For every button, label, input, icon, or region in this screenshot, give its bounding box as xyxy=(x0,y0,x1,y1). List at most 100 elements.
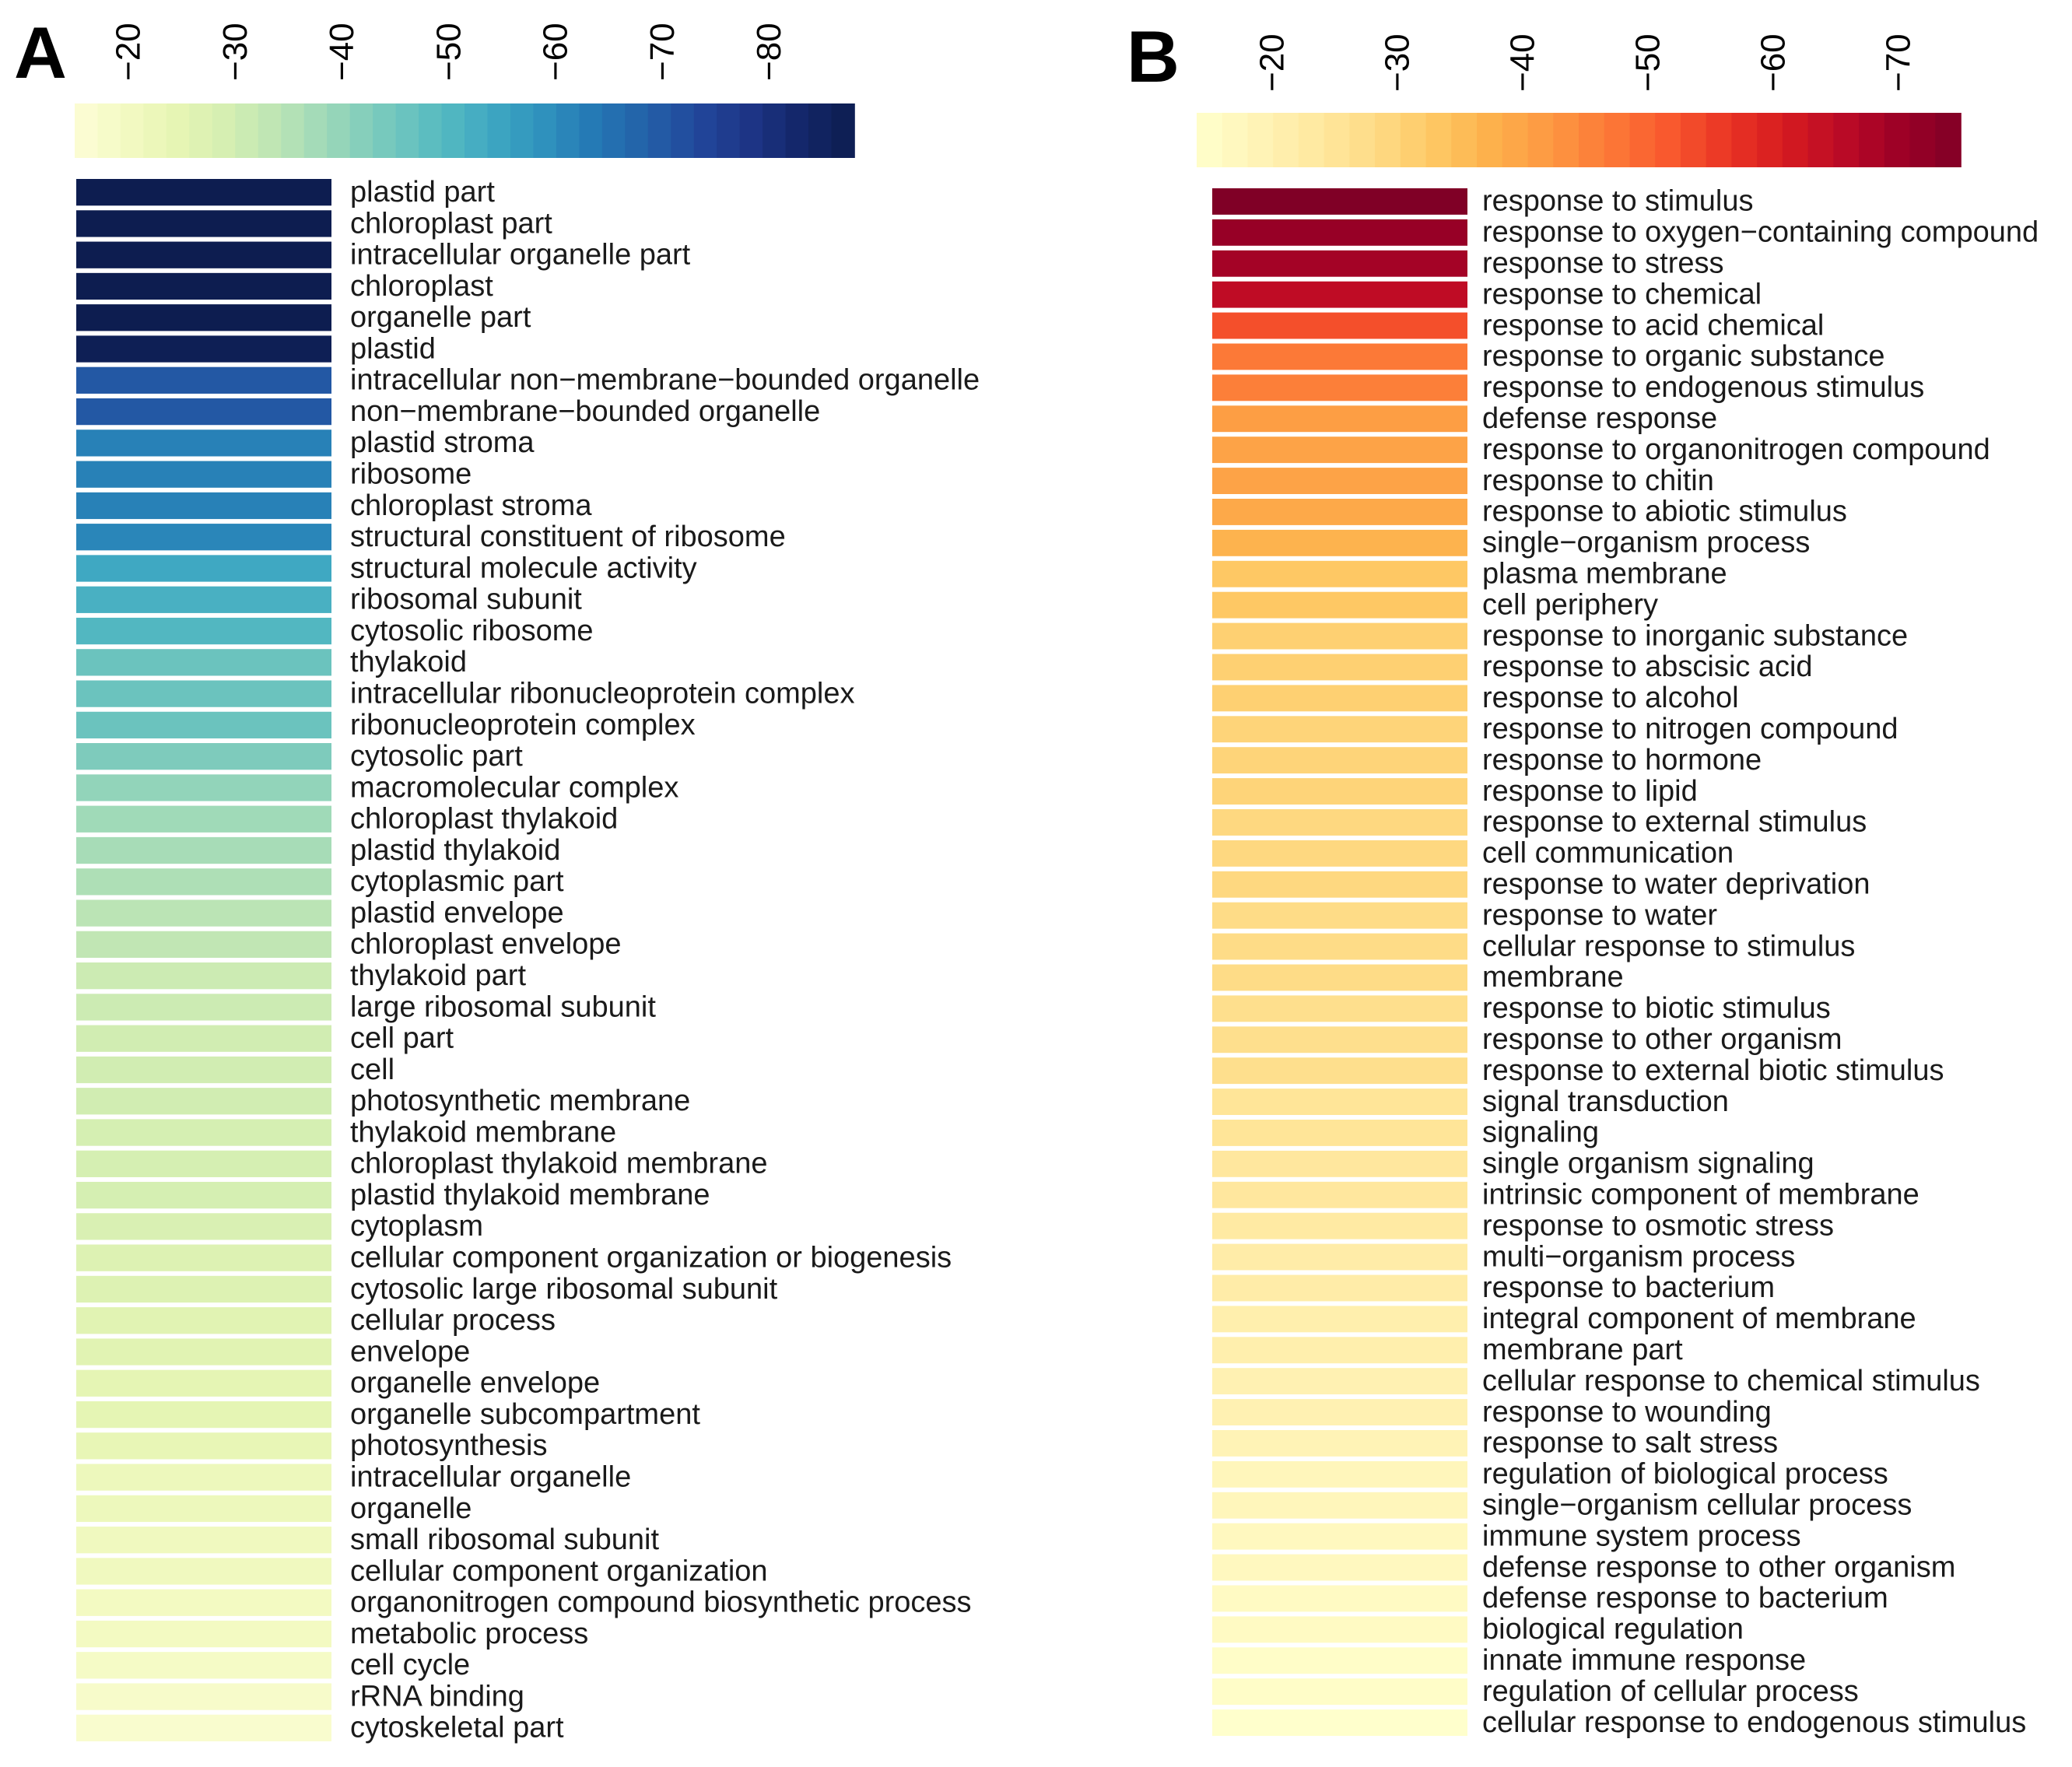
row-label: response to endogenous stimulus xyxy=(1482,371,1924,404)
legend-swatch xyxy=(1604,113,1631,167)
row-label: defense response to bacterium xyxy=(1482,1582,1888,1614)
row-label: non−membrane−bounded organelle xyxy=(350,395,820,428)
legend-swatch xyxy=(717,103,741,158)
heatmap-cell xyxy=(1212,1523,1467,1550)
heatmap-cell xyxy=(76,617,331,645)
heatmap-cell xyxy=(76,1150,331,1177)
legend-swatch xyxy=(1527,113,1555,167)
legend-swatch xyxy=(1935,113,1962,167)
row-label: cell periphery xyxy=(1482,588,1658,621)
heatmap-cell xyxy=(1212,343,1467,370)
row-label: cell part xyxy=(350,1022,454,1055)
row-label: cytoplasm xyxy=(350,1210,483,1243)
legend-tick-label: −20 xyxy=(1253,33,1292,92)
heatmap-cell xyxy=(1212,716,1467,743)
row-label: intracellular ribonucleoprotein complex xyxy=(350,677,854,710)
heatmap-cell xyxy=(76,868,331,896)
row-label: organelle envelope xyxy=(350,1367,600,1400)
heatmap-cell xyxy=(1212,591,1467,619)
heatmap-cell xyxy=(76,398,331,426)
row-label: response to organonitrogen compound xyxy=(1482,433,1990,466)
heatmap-cell xyxy=(1212,840,1467,867)
row-label: intracellular organelle part xyxy=(350,239,691,272)
row-label: cytosolic part xyxy=(350,740,523,773)
row-label: membrane xyxy=(1482,961,1624,994)
legend-swatch xyxy=(1375,113,1401,167)
legend-swatch xyxy=(785,103,809,158)
heatmap-cell xyxy=(76,555,331,582)
legend-swatch xyxy=(808,103,833,158)
heatmap-cell xyxy=(1212,281,1467,308)
row-label: response to oxygen−containing compound xyxy=(1482,216,2039,249)
heatmap-cell xyxy=(1212,405,1467,433)
row-label: organonitrogen compound biosynthetic pro… xyxy=(350,1586,972,1619)
heatmap-cell xyxy=(76,461,331,488)
row-label: rRNA binding xyxy=(350,1680,524,1713)
legend-swatch xyxy=(189,103,213,158)
legend-tick-label: −20 xyxy=(110,23,148,81)
legend-swatch xyxy=(235,103,259,158)
heatmap-cell xyxy=(1212,1212,1467,1239)
row-label: envelope xyxy=(350,1335,470,1368)
heatmap-cell xyxy=(76,272,331,300)
heatmap-cell xyxy=(1212,560,1467,587)
row-label: response to chitin xyxy=(1482,465,1714,497)
row-label: thylakoid membrane xyxy=(350,1116,616,1148)
heatmap-cell xyxy=(1212,1026,1467,1054)
heatmap-cell xyxy=(76,743,331,770)
row-label: defense response to other organism xyxy=(1482,1551,1955,1583)
legend-tick-label: −40 xyxy=(323,23,361,81)
row-label: intrinsic component of membrane xyxy=(1482,1179,1919,1211)
row-label: intracellular non−membrane−bounded organ… xyxy=(350,364,980,397)
row-label: regulation of cellular process xyxy=(1482,1675,1859,1708)
row-label: response to water deprivation xyxy=(1482,868,1870,901)
legend-swatch xyxy=(1629,113,1656,167)
row-label: chloroplast envelope xyxy=(350,928,622,961)
heatmap-cell xyxy=(1212,499,1467,525)
row-label: plastid xyxy=(350,332,436,365)
row-label: cellular response to stimulus xyxy=(1482,930,1855,962)
heatmap-cell xyxy=(76,1307,331,1334)
heatmap-cell xyxy=(76,586,331,613)
row-label: cellular component organization xyxy=(350,1555,768,1587)
row-label: biological regulation xyxy=(1482,1613,1744,1646)
heatmap-cell xyxy=(1212,1678,1467,1706)
legend-swatch xyxy=(258,103,282,158)
legend-swatch xyxy=(75,103,99,158)
heatmap-cell xyxy=(1212,1616,1467,1643)
row-label: photosynthesis xyxy=(350,1429,548,1462)
panel-letter: B xyxy=(1127,16,1180,97)
legend-tick-label: −30 xyxy=(1379,33,1417,92)
row-label: ribonucleoprotein complex xyxy=(350,709,696,742)
row-label: response to inorganic substance xyxy=(1482,619,1908,652)
legend-swatch xyxy=(487,103,511,158)
heatmap-cell xyxy=(76,1338,331,1366)
heatmap-cell xyxy=(76,524,331,551)
heatmap-cell xyxy=(76,1589,331,1616)
row-label: response to chemical xyxy=(1482,278,1762,310)
legend-swatch xyxy=(1553,113,1579,167)
legend-swatch xyxy=(763,103,787,158)
color-legend: −20 −30 −40 −50 −60 −70 −80 xyxy=(75,23,855,158)
heatmap-cell xyxy=(76,1527,331,1554)
row-label: cytoplasmic part xyxy=(350,865,564,898)
heatmap-cell xyxy=(1212,1709,1467,1736)
row-label: thylakoid xyxy=(350,646,467,678)
row-label: response to bacterium xyxy=(1482,1271,1775,1304)
heatmap-cell xyxy=(1212,374,1467,401)
legend-swatch xyxy=(1884,113,1911,167)
heatmap-cell xyxy=(76,1181,331,1209)
heatmap-cell xyxy=(1212,1368,1467,1395)
heatmap-cell xyxy=(76,335,331,363)
heatmap-cell xyxy=(76,366,331,394)
legend-tick-label: −30 xyxy=(216,23,254,81)
legend-swatch xyxy=(1859,113,1885,167)
row-label: innate immune response xyxy=(1482,1644,1806,1677)
row-label: response to acid chemical xyxy=(1482,309,1824,342)
heatmap-cell xyxy=(1212,1150,1467,1177)
heatmap-cell xyxy=(1212,995,1467,1022)
row-label: response to lipid xyxy=(1482,775,1698,808)
legend-swatch xyxy=(441,103,465,158)
